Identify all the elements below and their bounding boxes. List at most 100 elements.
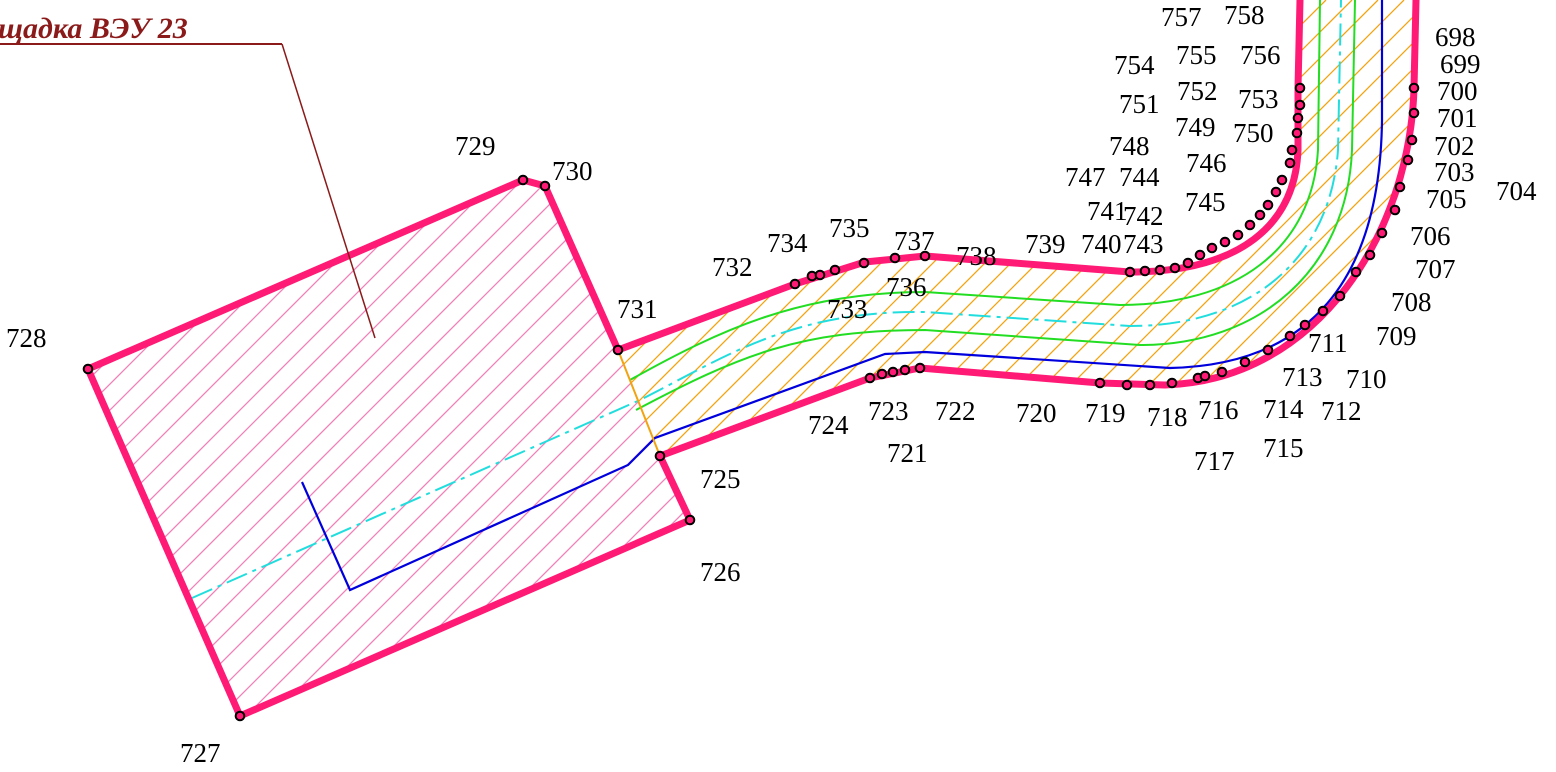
hatch-line	[88, 180, 469, 716]
vertex-marker	[1350, 266, 1362, 278]
point-label: 704	[1496, 176, 1537, 206]
vertex-marker	[1219, 236, 1231, 248]
vertex-marker	[1284, 157, 1296, 169]
point-label: 743	[1123, 229, 1164, 259]
hatch-line	[88, 180, 365, 716]
hatch-line	[0, 0, 520, 772]
boundary-line	[84, 365, 694, 720]
hatch-line	[0, 0, 26, 772]
point-labels: 6986997007017027037047057067077087097107…	[6, 0, 1537, 768]
hatch-line	[1410, 0, 1556, 772]
vertex-marker	[1121, 379, 1133, 391]
vertex-marker	[1232, 229, 1244, 241]
vertex-marker	[1292, 112, 1304, 124]
vertex-marker	[1406, 134, 1418, 146]
vertex-marker	[919, 250, 931, 262]
hatch-line	[618, 0, 1119, 456]
point-label: 739	[1025, 229, 1066, 259]
point-label: 727	[180, 738, 221, 768]
point-label: 752	[1177, 76, 1218, 106]
hatch-line	[0, 0, 52, 772]
hatch-line	[0, 0, 208, 772]
hatch-line	[0, 0, 52, 772]
vertex-marker	[1216, 366, 1228, 378]
hatch-line	[88, 180, 573, 716]
hatch-line	[187, 180, 690, 716]
site-title: щадка ВЭУ 23	[0, 12, 188, 45]
vertex-marker	[1094, 377, 1106, 389]
vertex-marker	[234, 710, 246, 722]
design-lines	[191, 0, 1384, 599]
vertex-marker	[1262, 344, 1274, 356]
hatch-line	[0, 0, 182, 772]
vertex-marker	[82, 363, 94, 375]
hatch-line	[88, 180, 690, 716]
vertex-marker	[1194, 249, 1206, 261]
hatch-line	[1409, 0, 1416, 456]
hatch-line	[343, 180, 690, 716]
hatch-line	[88, 180, 209, 716]
point-label: 703	[1434, 157, 1475, 187]
vertex-marker	[1299, 319, 1311, 331]
vertex-marker	[829, 264, 841, 276]
hatch-line	[618, 0, 703, 456]
hatch-line	[0, 0, 286, 772]
vertex-marker	[1262, 199, 1274, 211]
hatch-line	[618, 0, 937, 456]
vertex-marker	[1166, 377, 1178, 389]
hatch-line	[618, 0, 677, 456]
hatch-line	[551, 180, 690, 716]
point-label: 747	[1065, 162, 1106, 192]
hatch-line	[88, 180, 235, 716]
hatch-line	[655, 0, 1416, 456]
point-label: 702	[1434, 131, 1475, 161]
hatch-line	[1306, 0, 1556, 772]
hatch-line	[618, 0, 1379, 456]
hatch-line	[161, 180, 690, 716]
vertex-marker	[612, 344, 624, 356]
point-label: 733	[827, 294, 868, 324]
hatch-line	[0, 0, 26, 772]
point-label: 737	[894, 226, 935, 256]
vertex-marker	[1286, 144, 1298, 156]
hatch-line	[618, 0, 833, 456]
hatch-line	[239, 180, 690, 716]
hatch-line	[317, 180, 690, 716]
point-label: 753	[1238, 84, 1279, 114]
point-label: 706	[1410, 221, 1451, 251]
leader-line	[281, 43, 376, 339]
point-label: 717	[1194, 446, 1235, 476]
hatch-line	[0, 0, 156, 772]
point-label: 751	[1119, 89, 1160, 119]
edge-line-green	[629, 0, 1321, 381]
vertex-marker	[1334, 290, 1346, 302]
hatch-line	[88, 180, 690, 716]
hatch-line	[0, 0, 234, 772]
point-label: 729	[455, 131, 496, 161]
vertex-marker	[1182, 257, 1194, 269]
vertex-marker	[889, 252, 901, 264]
point-label: 720	[1016, 398, 1057, 428]
hatch-line	[618, 0, 911, 456]
vertex-marker	[1317, 305, 1329, 317]
hatch-line	[88, 180, 339, 716]
vertex-marker	[1394, 181, 1406, 193]
point-label: 719	[1085, 398, 1126, 428]
vertex-marker	[1199, 370, 1211, 382]
point-label: 721	[887, 438, 928, 468]
edge-line-green	[635, 0, 1356, 411]
point-label: 736	[886, 272, 927, 302]
hatch-line	[0, 0, 364, 772]
hatch-line	[618, 0, 1015, 456]
vertex-marker	[1239, 356, 1251, 368]
vertex-marker	[1294, 99, 1306, 111]
vertex-marker	[517, 174, 529, 186]
vertex-marker	[1154, 264, 1166, 276]
hatch-line	[88, 180, 261, 716]
point-label: 718	[1147, 402, 1188, 432]
point-label: 758	[1224, 0, 1265, 30]
hatch-line	[0, 0, 78, 772]
hatch-line	[88, 180, 417, 716]
